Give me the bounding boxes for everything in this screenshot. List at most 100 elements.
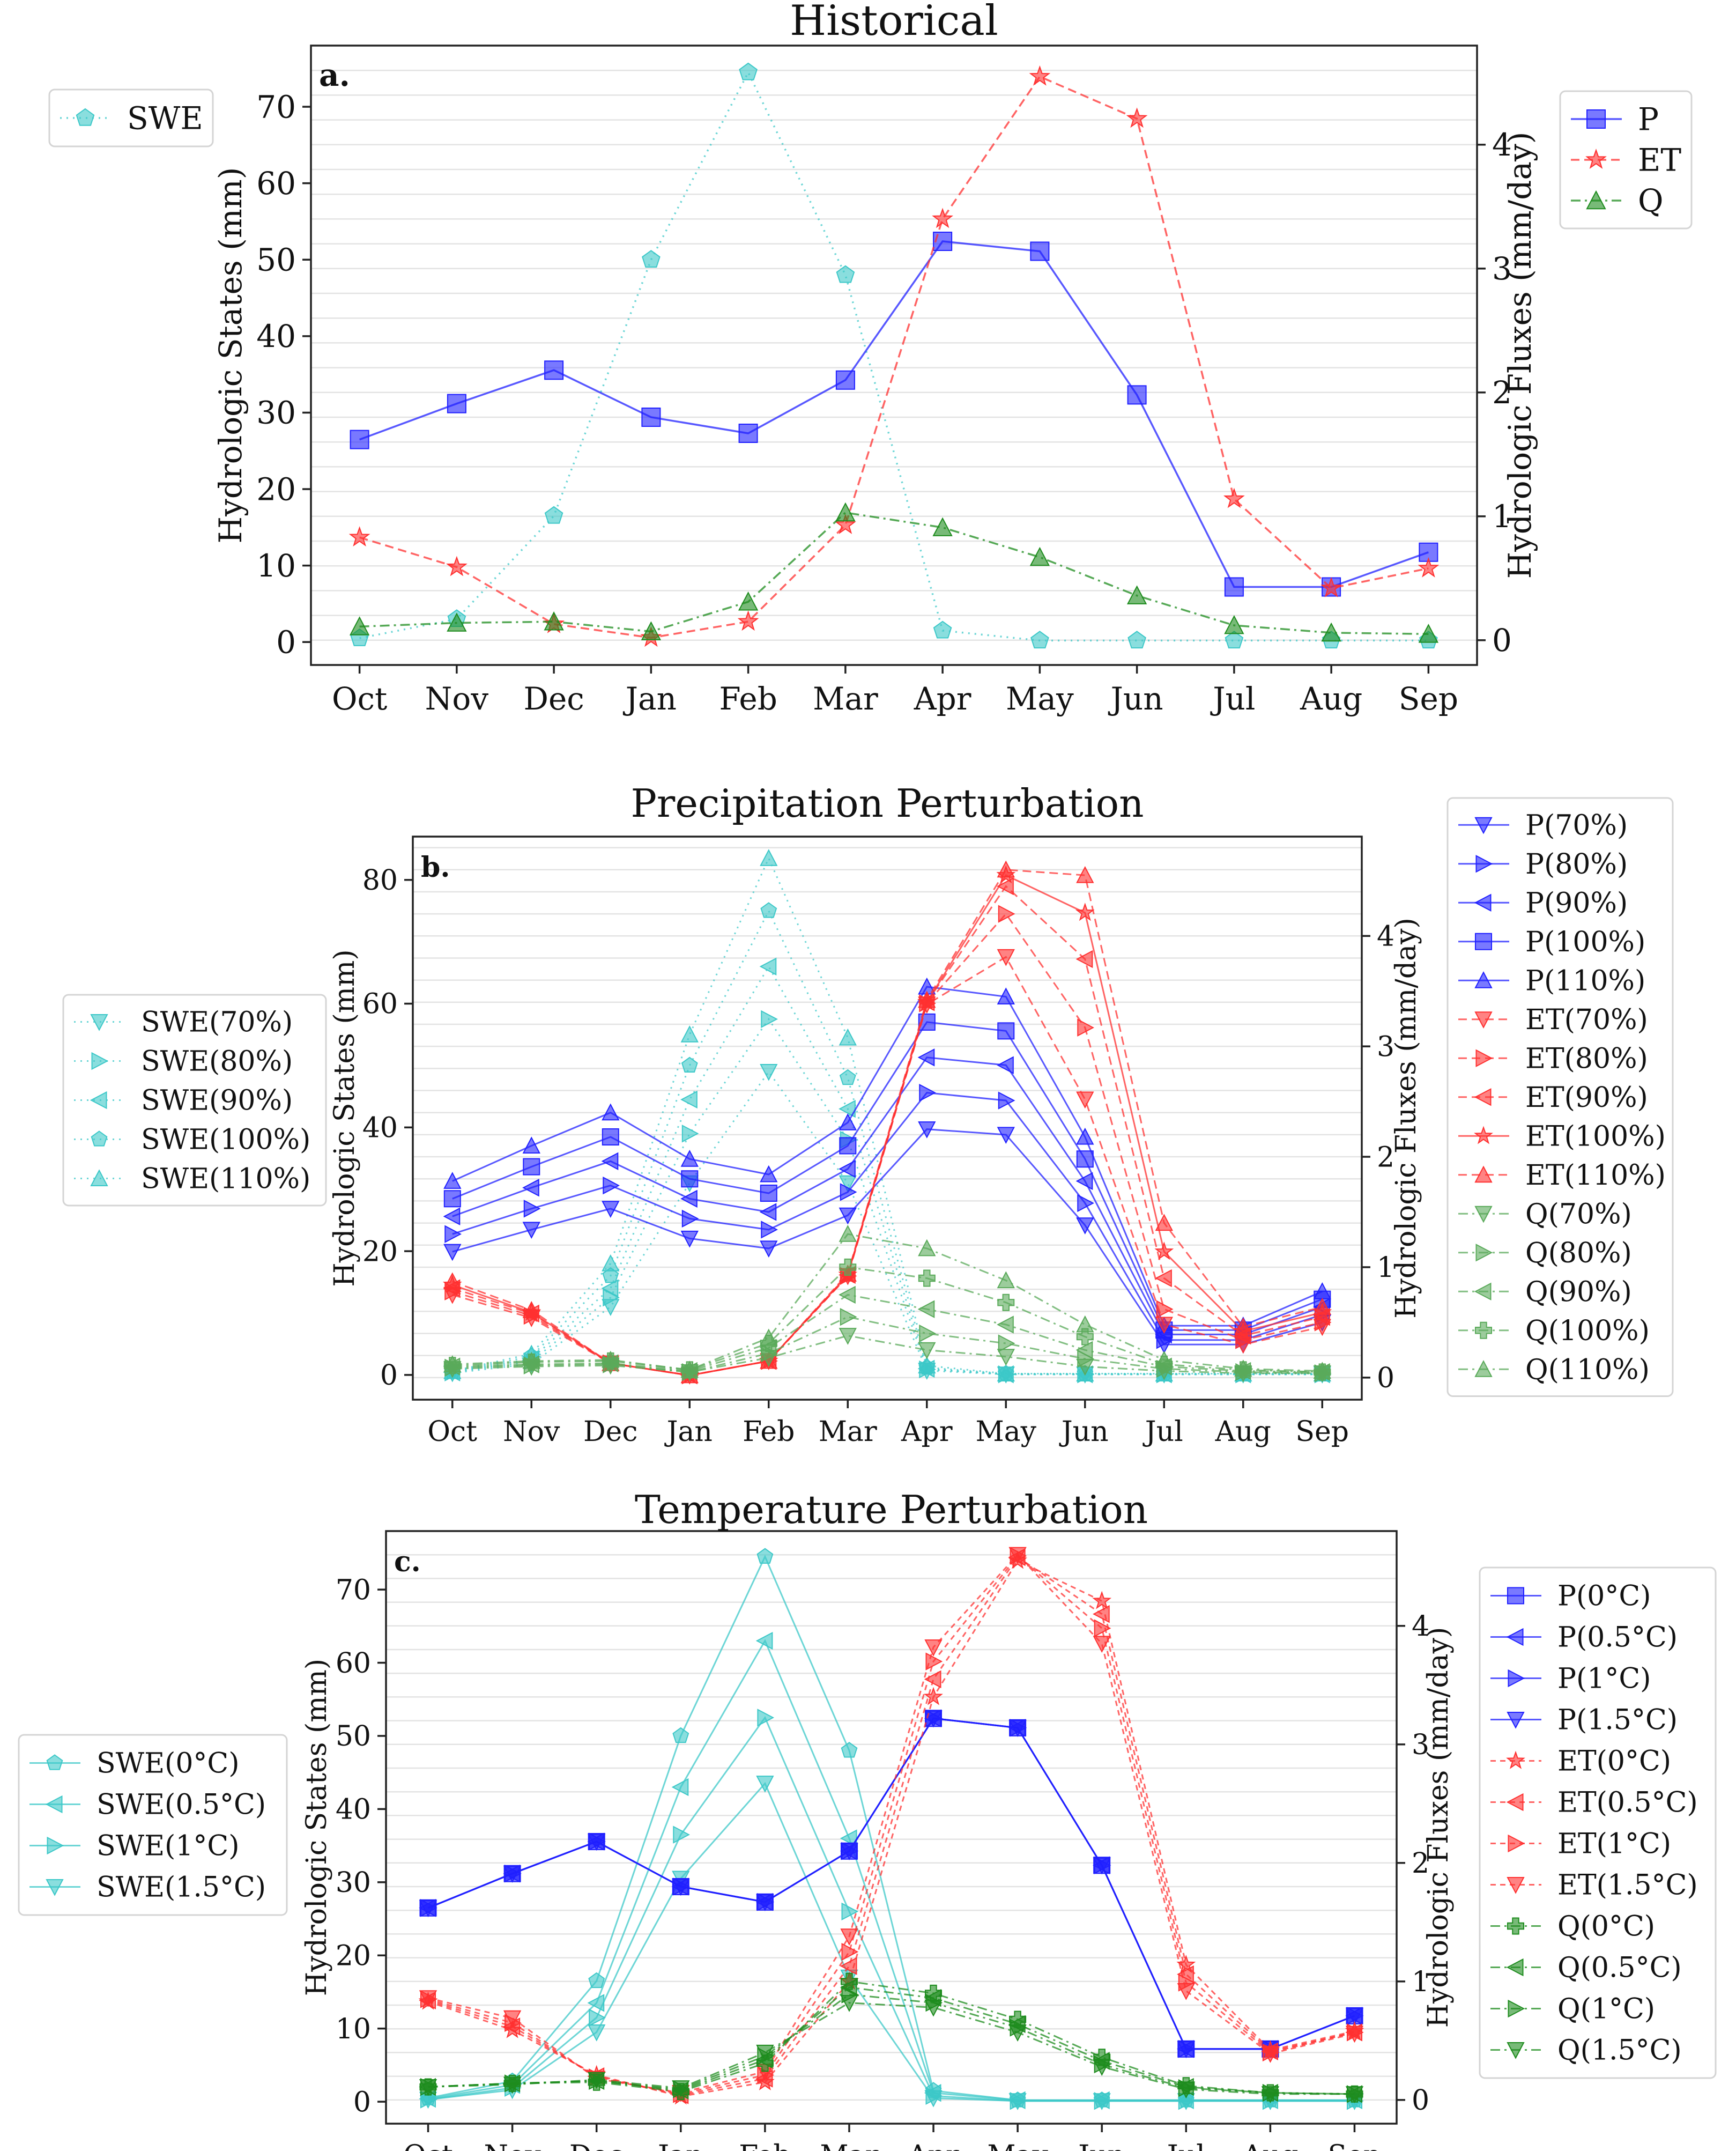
x-tick-label: Nov xyxy=(425,681,489,717)
series-line xyxy=(427,1717,1355,2050)
legend-marker xyxy=(1474,1165,1493,1183)
y-right-tick-label: 0 xyxy=(1412,2085,1429,2117)
data-point xyxy=(1155,1350,1173,1368)
data-point xyxy=(835,502,856,522)
data-point xyxy=(673,1825,690,1844)
legend-label: P(0°C) xyxy=(1557,1580,1651,1613)
legend-marker xyxy=(1506,1958,1524,1977)
x-tick-label: Jan xyxy=(664,1416,713,1448)
data-point xyxy=(835,514,856,534)
y-right-label: Hydrologic Fluxes (mm/day) xyxy=(1502,132,1538,579)
legend-marker xyxy=(1507,1587,1524,1605)
data-point xyxy=(924,1999,943,2017)
series-Q(1.5°C) xyxy=(419,1995,1364,2103)
data-point xyxy=(840,1957,857,1975)
series-line xyxy=(452,1293,1323,1373)
x-tick-label: Sep xyxy=(1328,2140,1382,2151)
data-point xyxy=(760,902,777,918)
y-left-tick-label: 50 xyxy=(336,1720,371,1753)
data-point xyxy=(756,1548,774,1564)
x-tick-label: May xyxy=(975,1416,1036,1448)
data-point xyxy=(1127,631,1146,649)
series-SWE xyxy=(350,62,1438,649)
series-line xyxy=(428,1555,1355,2101)
y-left-tick-label: 20 xyxy=(336,1940,371,1972)
data-point xyxy=(1261,2086,1280,2103)
legend-label: ET(70%) xyxy=(1525,1004,1648,1036)
x-tick-label: Jun xyxy=(1075,2140,1125,2151)
plot-frame xyxy=(385,1530,1398,2125)
data-point xyxy=(680,1189,698,1208)
data-point xyxy=(1224,615,1244,634)
data-point xyxy=(760,1165,778,1182)
legend-label: P(80%) xyxy=(1525,848,1628,881)
data-point xyxy=(919,1324,936,1343)
legend-marker xyxy=(91,1130,108,1147)
data-point xyxy=(761,1010,778,1029)
data-point xyxy=(760,1240,778,1258)
series-line xyxy=(359,512,1429,635)
data-point xyxy=(839,1225,857,1242)
data-point xyxy=(1075,950,1093,969)
legend-label: ET(90%) xyxy=(1525,1082,1648,1114)
legend-label: ET(100%) xyxy=(1525,1120,1666,1152)
data-point xyxy=(523,1158,540,1176)
y-left-tick-label: 70 xyxy=(256,88,296,125)
legend-label: SWE(70%) xyxy=(141,1007,293,1039)
legend-frame xyxy=(1479,1566,1717,2079)
chart-panel-b: Precipitation Perturbation b. Oct Nov Dec Jan… xyxy=(62,781,1674,1448)
x-tick-label: Jul xyxy=(1210,681,1255,717)
data-point xyxy=(997,1349,1015,1366)
series-ET(70%) xyxy=(443,949,1331,1385)
x-tick-label: Mar xyxy=(813,681,878,717)
data-point xyxy=(447,394,466,413)
data-point xyxy=(1225,631,1244,649)
series-line xyxy=(359,70,1429,642)
data-point xyxy=(997,987,1015,1004)
data-point xyxy=(1127,385,1147,405)
data-point xyxy=(919,1083,936,1102)
series-line xyxy=(359,240,1429,588)
data-point xyxy=(603,1176,620,1195)
data-point xyxy=(932,517,953,536)
data-point xyxy=(419,2079,437,2096)
data-point xyxy=(840,1843,858,1860)
x-tick-label: Mar xyxy=(819,1416,877,1448)
data-point xyxy=(840,1307,857,1326)
series-ET(0°C) xyxy=(418,1550,1364,2105)
data-point xyxy=(840,1995,858,2012)
data-point xyxy=(641,621,662,640)
legend-label: ET(1.5°C) xyxy=(1557,1869,1698,1902)
data-point xyxy=(447,612,467,632)
data-point xyxy=(671,1778,689,1797)
y-right-tick-label: 3 xyxy=(1492,250,1512,287)
x-tick-label: Sep xyxy=(1295,1416,1349,1448)
series-ET(100%) xyxy=(442,865,1332,1384)
y-left-tick-label: 0 xyxy=(353,2086,371,2118)
data-point xyxy=(1177,2041,1195,2058)
series-line xyxy=(452,1017,1323,1376)
series-line xyxy=(452,1128,1323,1346)
data-point xyxy=(755,1631,773,1650)
x-tick-label: Nov xyxy=(484,2140,541,2151)
legend-left: SWE(0°C) SWE(0.5°C) SWE(1°C) SWE(1.5°C) xyxy=(18,1734,288,1916)
legend-marker xyxy=(1585,149,1607,169)
data-point xyxy=(933,620,952,639)
legend-frame xyxy=(18,1734,288,1916)
series-ET(0.5°C) xyxy=(419,1548,1362,2104)
series-P(100%) xyxy=(443,1013,1331,1339)
series-ET(110%) xyxy=(443,860,1331,1384)
series-SWE(90%) xyxy=(443,957,1330,1384)
data-point xyxy=(1093,1636,1111,1653)
panel-label: a. xyxy=(319,57,350,93)
y-right-label: Hydrologic Fluxes (mm/day) xyxy=(1390,918,1422,1319)
data-point xyxy=(839,1175,857,1193)
data-point xyxy=(672,1727,689,1743)
y-left-tick-label: 40 xyxy=(362,1112,398,1144)
data-point xyxy=(1076,866,1094,883)
data-point xyxy=(1077,1194,1094,1213)
data-point xyxy=(602,1267,619,1283)
legend-marker xyxy=(1474,1360,1493,1377)
legend-marker xyxy=(1474,1206,1493,1223)
series-Q(100%) xyxy=(443,1258,1331,1381)
